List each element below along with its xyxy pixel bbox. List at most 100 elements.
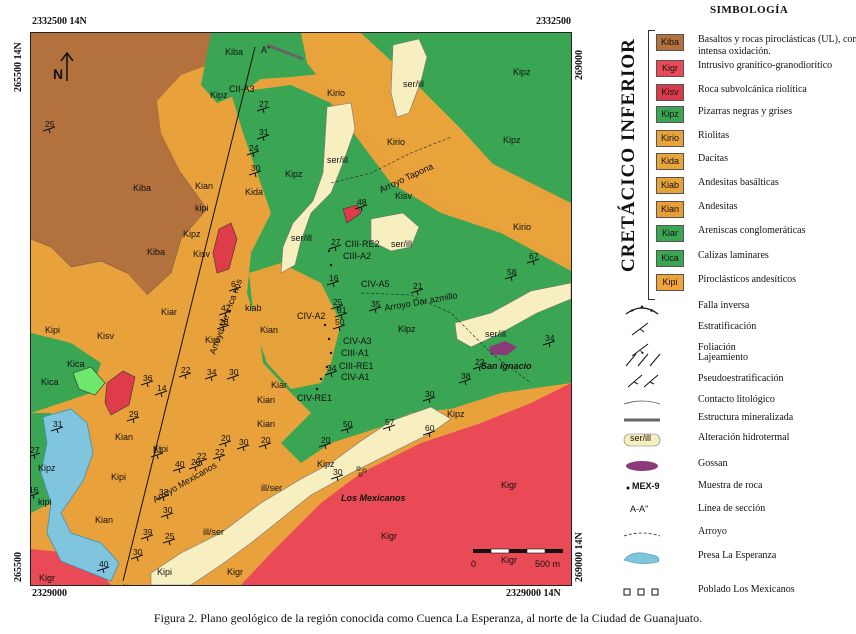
map-sample-label: CIV-A3 xyxy=(343,336,372,346)
legend-unit-desc: Riolitas xyxy=(698,130,730,141)
strike-dip-symbol xyxy=(248,170,262,178)
arroyo-icon xyxy=(623,532,661,537)
sample-dot xyxy=(319,377,323,381)
legend-group-label: CRETÁCICO INFERIOR xyxy=(618,38,639,272)
legend-unit-kica: Kica Calizas laminares xyxy=(656,250,856,267)
sample-dot xyxy=(323,323,327,327)
sample-dot xyxy=(325,365,329,369)
strike-dip-value: 38 xyxy=(461,371,471,381)
arroyo-darazmillo-line xyxy=(360,292,532,384)
strike-dip-value: 60 xyxy=(425,423,435,433)
map-unit-label: Kian xyxy=(95,515,113,525)
map-unit-label: Kipi xyxy=(45,325,60,335)
figure-caption: Figura 2. Plano geológico de la región c… xyxy=(153,611,703,625)
strike-dip-value: 21 xyxy=(153,445,163,455)
map-unit-label: Kica xyxy=(67,359,85,369)
unit-kiba-area xyxy=(31,33,229,295)
strike-dip-value: 30 xyxy=(163,505,173,515)
strike-dip-symbol xyxy=(458,378,472,386)
legend-symbol-foliacion: Foliación xyxy=(618,342,736,358)
legend-symbol-estratificacion: Estratificación xyxy=(618,321,756,337)
map-unit-label: kipi xyxy=(38,497,52,507)
strike-dip-symbol xyxy=(178,372,192,380)
map-unit-label: Kipz xyxy=(210,90,228,100)
strike-dip-symbol xyxy=(258,442,272,450)
presa-la-esperanza xyxy=(40,408,120,582)
strike-dip-symbol xyxy=(204,374,218,382)
legend-symbol-desc: Poblado Los Mexicanos xyxy=(698,584,795,595)
strike-dip-value: 30 xyxy=(251,163,261,173)
legend-unit-kigr: Kigr Intrusivo granítico-granodiorítico xyxy=(656,60,856,77)
strike-dip-symbol xyxy=(218,310,232,318)
scale-start: 0 xyxy=(471,559,476,569)
strike-dip-value: 20 xyxy=(261,435,271,445)
map-unit-label: kipi xyxy=(195,203,209,213)
coord-top-left: 2332500 14N xyxy=(32,16,87,27)
alteracion-1 xyxy=(390,38,428,118)
map-unit-label: Kiba xyxy=(225,47,243,57)
legend-symbol-desc: Muestra de roca xyxy=(698,480,763,491)
map-unit-label: ser/ill xyxy=(403,79,424,89)
map-unit-label: Kipz xyxy=(38,463,56,473)
strike-dip-symbol xyxy=(422,430,436,438)
strike-dip-value: 40 xyxy=(175,459,185,469)
strike-dip-value: 20 xyxy=(221,433,231,443)
legend-symbol-lajeamiento: Lajeamiento xyxy=(618,352,748,368)
strike-dip-value: 40 xyxy=(99,559,109,569)
strike-dip-symbol xyxy=(216,324,230,332)
map-unit-label: Kian xyxy=(257,395,275,405)
strike-dip-value: 27 xyxy=(331,237,341,247)
unit-kica-patch xyxy=(72,366,106,396)
strike-dip-symbol xyxy=(334,312,348,320)
lajeamiento-icon xyxy=(625,353,661,367)
strike-dip-symbol xyxy=(150,452,164,460)
strike-dip-symbol xyxy=(318,442,332,450)
legend-symbol-poblado: Poblado Los Mexicanos xyxy=(618,584,795,600)
strike-dip-value: 29 xyxy=(129,409,139,419)
alteracion-icon xyxy=(623,433,661,447)
presa-icon xyxy=(623,552,660,564)
map-unit-label: Kiar xyxy=(161,307,177,317)
legend-unit-kian: Kian Andesitas xyxy=(656,201,856,218)
strike-dip-value: 22 xyxy=(215,447,225,457)
seccion-icon xyxy=(618,503,690,519)
legend-symbol-muestra: MEX-9 Muestra de roca xyxy=(618,480,762,496)
strike-dip-symbol xyxy=(328,244,342,252)
map-unit-label: Kian xyxy=(260,325,278,335)
legend-unit-kida: Kida Dacitas xyxy=(656,153,856,170)
unit-kisv-west xyxy=(104,370,136,416)
legend-swatch: Kiba xyxy=(656,34,684,51)
strike-dip-symbol xyxy=(504,274,518,282)
strike-dip-symbol xyxy=(542,340,556,348)
map-unit-label: Kida xyxy=(245,187,263,197)
map-unit-label: Kigr xyxy=(501,480,517,490)
coord-bottom-right: 2329000 14N xyxy=(506,588,561,599)
coord-top-right: 2332500 xyxy=(536,16,571,27)
strike-dip-value: 22 xyxy=(181,365,191,375)
legend-unit-desc: Pizarras negras y grises xyxy=(698,106,793,117)
strike-dip-value: 50 xyxy=(343,419,353,429)
strike-dip-value: 34 xyxy=(327,363,337,373)
sample-dot xyxy=(327,249,331,253)
sample-dot xyxy=(329,351,333,355)
legend-unit-desc: Piroclásticos andesíticos xyxy=(698,274,797,285)
strike-dip-value: 27 xyxy=(259,99,269,109)
legend-symbol-seccion: A-A'' Línea de sección xyxy=(618,503,765,519)
coord-left-bottom: 265500 xyxy=(13,552,24,582)
strike-dip-value: 22 xyxy=(475,357,485,367)
map-unit-label: Kisv xyxy=(395,191,413,201)
legend-symbol-estructura: Estructura mineralizada xyxy=(618,412,793,428)
map-sample-label: A'' xyxy=(261,45,271,55)
strike-dip-symbol xyxy=(368,306,382,314)
map-unit-label: ser/ill xyxy=(327,155,348,165)
unit-kisv-body xyxy=(212,222,238,274)
strike-dip-symbol xyxy=(246,150,260,158)
unit-kiab-area xyxy=(249,263,341,389)
strike-dip-value: 48 xyxy=(357,197,367,207)
strike-dip-value: 25 xyxy=(165,531,175,541)
map-sample-label: CIV-A2 xyxy=(297,311,326,321)
legend-unit-desc: Areniscas conglomeráticas xyxy=(698,225,806,236)
map-unit-label: Kigr xyxy=(39,573,55,583)
strike-dip-symbol xyxy=(212,454,226,462)
map-sample-label: CII-A3 xyxy=(229,84,255,94)
